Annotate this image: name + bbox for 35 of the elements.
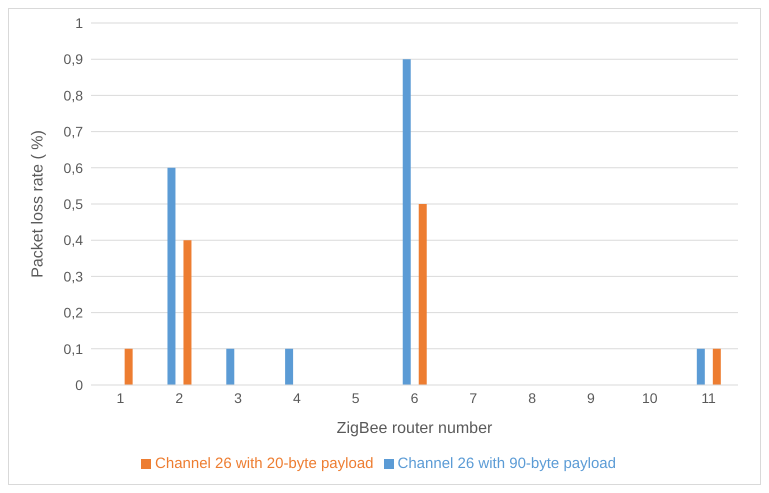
bar: [167, 168, 176, 385]
bar: [696, 348, 705, 385]
y-axis-title: Packet loss rate ( %): [30, 130, 47, 278]
x-tick-label: 8: [528, 390, 536, 406]
y-tick-label: 0,8: [64, 87, 84, 104]
bar: [418, 204, 427, 385]
y-tick-label: 0,7: [64, 124, 84, 140]
bar: [712, 348, 721, 385]
x-tick-label: 9: [587, 390, 596, 406]
legend-label: Channel 26 with 20-byte payload: [155, 455, 374, 472]
y-tick-label: 0,6: [64, 160, 84, 176]
y-tick-label: 0: [75, 376, 84, 393]
x-tick-label: 5: [352, 390, 360, 406]
bar: [285, 348, 294, 385]
y-tick-label: 1: [75, 14, 84, 31]
y-tick-label: 0,1: [64, 340, 84, 357]
x-tick-label: 10: [642, 390, 658, 406]
x-tick-label: 4: [292, 390, 301, 406]
x-tick-label: 11: [701, 390, 716, 406]
y-tick-label: 0,4: [64, 232, 84, 248]
x-tick-label: 7: [469, 390, 478, 406]
x-tick-label: 2: [175, 390, 184, 406]
y-tick-label: 0,5: [64, 196, 84, 212]
bar: [402, 59, 411, 385]
bar: [124, 348, 133, 385]
legend-label: Channel 26 with 90-byte payload: [398, 455, 616, 472]
x-tick-label: 6: [410, 390, 419, 406]
x-tick-label: 1: [116, 390, 125, 406]
y-tick-label: 0,9: [64, 51, 84, 68]
x-tick-label: 3: [234, 390, 242, 406]
y-tick-label: 0,2: [64, 304, 84, 321]
y-tick-label: 0,3: [64, 268, 84, 284]
bar: [183, 240, 192, 385]
bar: [226, 348, 234, 385]
x-axis-title: ZigBee router number: [336, 420, 493, 437]
